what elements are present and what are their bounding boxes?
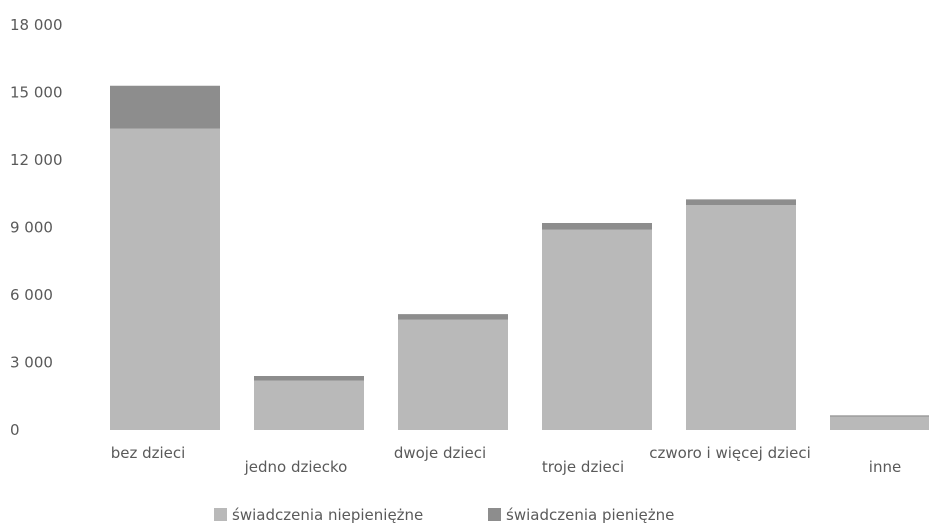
bar-segment-niepieniezne: [254, 380, 364, 430]
category-label: bez dzieci: [111, 444, 186, 462]
bar-segment-niepieniezne: [398, 319, 508, 430]
bar-segment-pieniezne: [110, 85, 220, 129]
bar-segment-pieniezne: [254, 376, 364, 381]
y-tick-label: 0: [10, 421, 20, 439]
category-label: inne: [869, 458, 901, 476]
y-tick-label: 6 000: [10, 286, 53, 304]
bar-segment-pieniezne: [686, 199, 796, 205]
y-tick-label: 15 000: [10, 84, 63, 102]
category-label: czworo i więcej dzieci: [649, 444, 811, 462]
category-labels: bez dzieci jedno dziecko dwoje dzieci troje…: [111, 444, 902, 476]
legend-swatch: [488, 508, 501, 521]
bar-segment-niepieniezne: [542, 229, 652, 430]
bars: [110, 85, 929, 430]
category-label: troje dzieci: [542, 458, 624, 476]
y-tick-label: 12 000: [10, 151, 63, 169]
legend-label: świadczenia pieniężne: [506, 506, 674, 524]
category-label: jedno dziecko: [244, 458, 348, 476]
legend: świadczenia niepieniężne świadczenia pien…: [214, 506, 674, 524]
y-tick-label: 9 000: [10, 219, 53, 237]
bar-segment-pieniezne: [398, 314, 508, 320]
bar-segment-pieniezne: [830, 415, 929, 417]
bar-segment-niepieniezne: [686, 205, 796, 430]
legend-swatch: [214, 508, 227, 521]
legend-label: świadczenia niepieniężne: [232, 506, 423, 524]
y-axis: 0 3 000 6 000 9 000 12 000 15 000 18 000: [10, 16, 63, 439]
category-label: dwoje dzieci: [394, 444, 486, 462]
bar-segment-niepieniezne: [830, 416, 929, 430]
bar-segment-pieniezne: [542, 223, 652, 230]
bar-segment-niepieniezne: [110, 128, 220, 430]
y-tick-label: 3 000: [10, 354, 53, 372]
y-tick-label: 18 000: [10, 16, 63, 34]
